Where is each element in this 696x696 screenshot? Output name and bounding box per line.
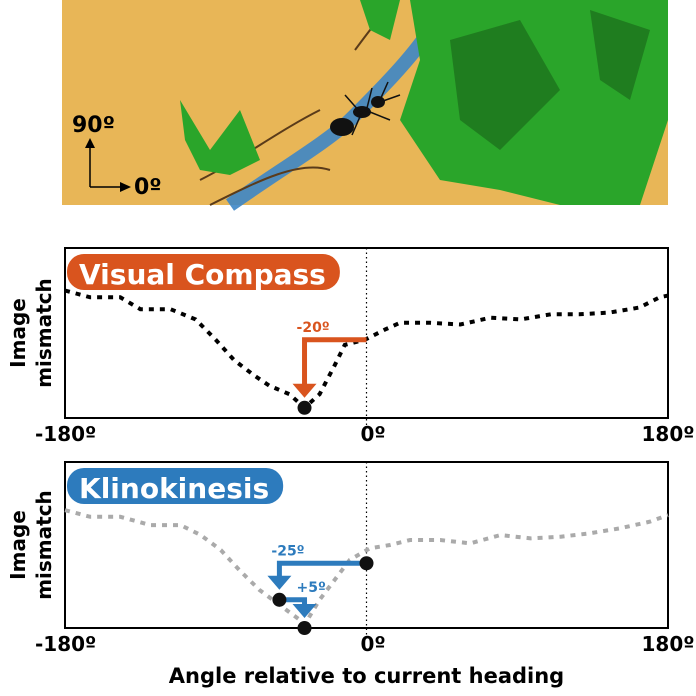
x-tick-label: -180º bbox=[35, 632, 96, 656]
arrow bbox=[279, 563, 366, 578]
north-label: 90º bbox=[72, 113, 115, 138]
x-axis-label: Angle relative to current heading bbox=[169, 664, 564, 688]
chart-title: Visual Compass bbox=[79, 258, 326, 291]
y-axis-label: mismatch bbox=[32, 490, 56, 600]
x-tick-label: 0º bbox=[361, 632, 386, 656]
mismatch-line bbox=[65, 291, 668, 408]
chart-title: Klinokinesis bbox=[79, 472, 269, 505]
y-axis-label: Image bbox=[6, 298, 30, 368]
arrowhead bbox=[267, 576, 291, 590]
east-label: 0º bbox=[134, 175, 162, 200]
x-tick-label: 180º bbox=[641, 632, 694, 656]
arrow-label: -25º bbox=[271, 543, 304, 559]
scene: 90º 0º bbox=[62, 0, 668, 205]
x-tick-label: 0º bbox=[361, 422, 386, 446]
x-tick-label: 180º bbox=[641, 422, 694, 446]
y-axis-label: Image bbox=[6, 510, 30, 580]
arrowhead bbox=[293, 384, 317, 398]
marker bbox=[272, 593, 286, 607]
figure: 90º 0º -180º0º180ºImagemismatch-20ºVisua… bbox=[0, 0, 696, 692]
y-axis-label: mismatch bbox=[32, 278, 56, 388]
arrow-label: +5º bbox=[297, 580, 326, 596]
marker bbox=[360, 556, 374, 570]
marker bbox=[298, 621, 312, 635]
marker bbox=[298, 401, 312, 415]
arrow-label: -20º bbox=[297, 320, 330, 336]
x-tick-label: -180º bbox=[35, 422, 96, 446]
